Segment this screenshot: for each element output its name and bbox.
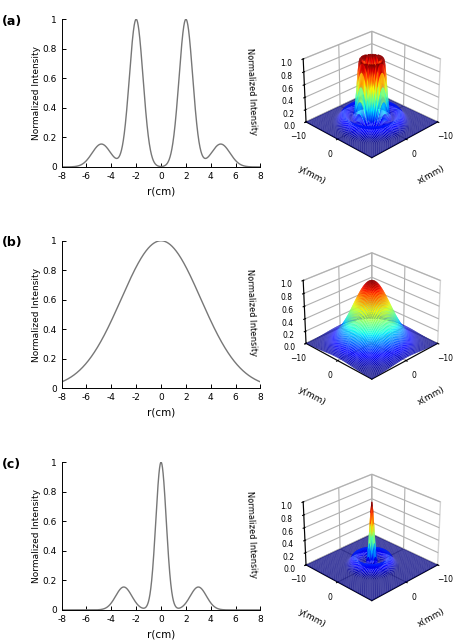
X-axis label: r(cm): r(cm) [147,186,175,196]
Y-axis label: Normalized Intensity: Normalized Intensity [32,46,41,140]
Y-axis label: Normalized Intensity: Normalized Intensity [32,489,41,583]
Y-axis label: y(mm): y(mm) [297,385,328,408]
X-axis label: x(mm): x(mm) [416,164,447,186]
X-axis label: r(cm): r(cm) [147,408,175,418]
Y-axis label: y(mm): y(mm) [297,607,328,629]
Text: (a): (a) [2,15,22,28]
X-axis label: x(mm): x(mm) [416,385,447,408]
X-axis label: x(mm): x(mm) [416,607,447,629]
Y-axis label: y(mm): y(mm) [297,164,328,186]
Text: (c): (c) [2,458,21,471]
X-axis label: r(cm): r(cm) [147,629,175,639]
Y-axis label: Normalized Intensity: Normalized Intensity [32,268,41,361]
Text: (b): (b) [2,236,23,249]
